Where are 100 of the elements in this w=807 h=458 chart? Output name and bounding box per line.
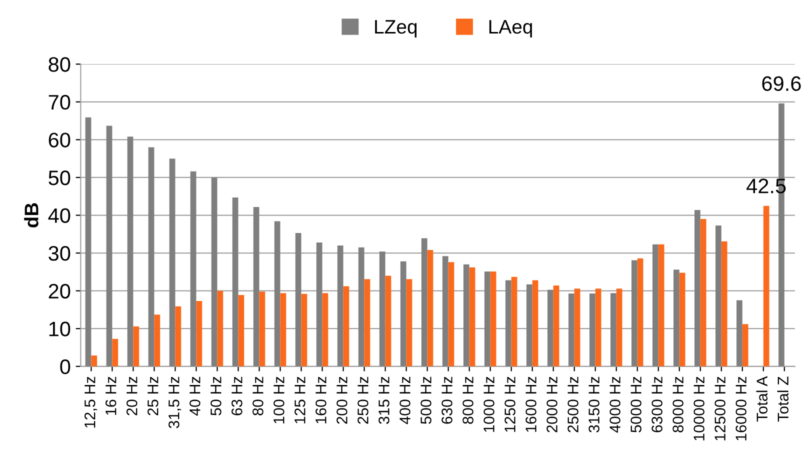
legend-label: LAeq (489, 20, 532, 38)
bar (85, 117, 92, 366)
bar (154, 314, 160, 366)
bar (196, 301, 202, 366)
bar (301, 294, 308, 366)
bar (259, 292, 266, 366)
bar (148, 147, 154, 366)
y-tick-label: 70 (48, 94, 70, 110)
bar (133, 326, 140, 366)
x-tick-label: 800 Hz (462, 376, 474, 424)
y-axis-title: dB (24, 203, 38, 228)
y-tick-label: 30 (48, 246, 70, 261)
bar (469, 267, 476, 366)
x-tick-label: 500 Hz (420, 376, 432, 424)
bar (253, 206, 260, 366)
bar (511, 276, 518, 366)
x-tick-label: 50 Hz (210, 376, 222, 416)
x-tick-label: 25 Hz (148, 376, 158, 416)
bar (637, 258, 644, 366)
legend-label: LZeq (375, 20, 417, 38)
x-tick-label: 63 Hz (232, 376, 242, 416)
bar (91, 355, 98, 366)
bar (700, 219, 706, 366)
data-label: 69.6 (762, 76, 801, 91)
x-tick-label: 12500 Hz (714, 376, 726, 440)
x-tick-label: 1250 Hz (504, 376, 516, 432)
bar (532, 280, 538, 366)
bar (364, 279, 370, 366)
bar (322, 293, 328, 366)
bar (694, 210, 700, 366)
bar (316, 242, 322, 366)
x-tick-label: 160 Hz (316, 376, 326, 424)
x-tick-label: 80 Hz (252, 376, 264, 416)
x-tick-label: 10000 Hz (694, 376, 704, 440)
bar (610, 293, 616, 366)
x-tick-label: 12,5 Hz (84, 376, 98, 428)
x-tick-label: 5000 Hz (630, 376, 642, 432)
bar (526, 284, 532, 366)
bar (421, 238, 428, 366)
bar (211, 177, 218, 366)
bar (490, 272, 496, 366)
y-tick-label: 10 (49, 322, 70, 336)
x-tick-label: 6300 Hz (652, 376, 662, 432)
bar (400, 261, 406, 366)
bar (385, 276, 392, 366)
y-tick-label: 0 (60, 359, 70, 374)
bar (589, 293, 596, 366)
x-tick-label: 31,5 Hz (168, 376, 182, 428)
bar (295, 233, 302, 366)
bar (442, 256, 448, 366)
bar (448, 262, 454, 366)
x-tick-label: 1000 Hz (484, 376, 494, 432)
x-tick-label: 200 Hz (336, 376, 348, 424)
bar (652, 244, 658, 366)
x-tick-label: 250 Hz (358, 376, 368, 424)
bar (106, 126, 112, 366)
bar (658, 244, 664, 366)
x-tick-label: 400 Hz (400, 376, 410, 424)
bar (763, 206, 770, 366)
bar (484, 272, 490, 366)
bar (127, 136, 134, 366)
bar (673, 270, 680, 366)
bar (568, 293, 574, 366)
bar (679, 272, 686, 366)
bar (190, 171, 196, 366)
x-tick-label: 8000 Hz (672, 376, 684, 432)
x-tick-label: 4000 Hz (610, 376, 620, 433)
x-tick-label: 2500 Hz (568, 376, 578, 432)
x-tick-label: 3150 Hz (588, 376, 600, 432)
bar (217, 290, 224, 366)
x-tick-label: Total Z (777, 376, 788, 422)
bar (553, 286, 560, 366)
bar (736, 300, 742, 366)
x-tick-label: 40 Hz (190, 376, 200, 416)
bar (175, 306, 182, 366)
bar (238, 294, 244, 366)
y-tick-label: 20 (48, 284, 70, 299)
bar (721, 241, 728, 366)
x-tick-label: 16 Hz (105, 376, 116, 415)
bar (232, 198, 238, 366)
bar (343, 286, 350, 366)
bar (427, 250, 434, 366)
bar (616, 288, 622, 366)
y-tick-label: 40 (48, 208, 70, 224)
bar (280, 293, 286, 366)
bar (595, 288, 602, 366)
bar (112, 338, 118, 366)
bar (505, 280, 512, 366)
bar (274, 221, 280, 366)
bar (169, 158, 176, 366)
x-tick-label: 16000 Hz (736, 376, 746, 440)
bar (631, 260, 638, 366)
y-tick-label: 50 (48, 170, 70, 186)
bar (547, 290, 554, 366)
bar (715, 225, 722, 366)
bar (337, 245, 344, 366)
x-tick-label: Total A (756, 376, 768, 422)
x-tick-label: 100 Hz (274, 376, 284, 424)
x-tick-label: 315 Hz (378, 376, 390, 424)
bar (742, 324, 748, 366)
